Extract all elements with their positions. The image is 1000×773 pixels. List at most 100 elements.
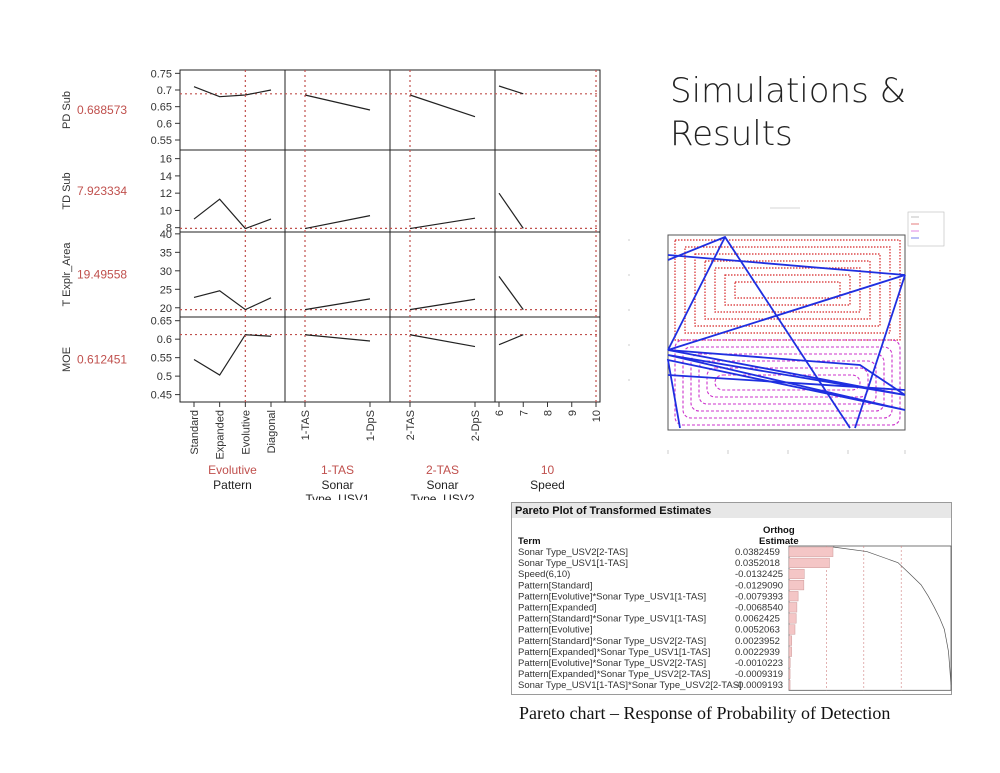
profiler-cell [179,69,286,151]
profiler-cell [284,316,391,403]
profile-trace [193,86,272,98]
x-tick-label: Diagonal [266,410,278,453]
x-tick-label: Standard [189,410,201,455]
response-label: T Explr_Area [61,242,73,307]
profile-trace [409,217,476,230]
pareto-estimate: 0.0023952 [735,636,780,647]
profiler-cell [389,149,496,233]
pareto-estimate: -0.0068540 [735,603,783,614]
factor-name: Pattern [213,478,252,492]
pareto-estimate: -0.0009319 [735,669,783,680]
pareto-bar [788,580,805,591]
pareto-cumulative-line [832,546,952,685]
pareto-border [511,502,952,695]
pareto-bar [788,668,791,679]
response-current-value: 7.923334 [77,184,127,198]
pareto-plot: Pareto Plot of Transformed Estimates Term… [511,502,952,695]
red-loop [704,260,871,320]
y-tick-label: 25 [160,284,172,296]
y-tick-label: 35 [160,247,172,259]
pareto-estimate: 0.0062425 [735,614,780,625]
y-tick-label: 20 [160,303,172,315]
factor-name: Sonar [426,478,458,492]
factor-name: Speed [530,478,565,492]
x-tick-label: 7 [518,410,530,416]
pareto-term: Pattern[Standard] [518,580,592,591]
profiler-cell [389,69,496,151]
profiler-cell [494,69,601,151]
response-current-value: 19.49558 [77,268,127,282]
y-tick-label: 0.6 [157,334,172,346]
pareto-term: Pattern[Evolutive]*Sonar Type_USV1[1-TAS… [518,591,706,602]
profile-trace [304,334,371,342]
magenta-loop [682,346,893,419]
profile-trace [304,298,371,311]
pareto-estimate: -0.0009193 [735,680,783,691]
pareto-estimate-header-line2: Estimate [759,536,799,547]
pareto-estimate: -0.0132425 [735,569,783,580]
response-label: TD Sub [61,172,73,209]
y-tick-label: 0.45 [151,390,172,402]
blue-path [854,274,906,429]
profile-trace [193,198,272,230]
pareto-bar [788,624,796,635]
x-tick-label: 6 [494,410,506,416]
magenta-search-pattern [674,339,901,426]
slide-title-line-1: Simulations & [670,71,907,111]
y-tick-label: 0.55 [151,353,172,365]
factor-name: Type_USV1 [305,492,369,500]
magenta-loop [674,339,901,426]
y-tick-label: 40 [160,229,172,241]
trajectory-plot-image [628,207,945,454]
x-tick-label: 8 [543,410,555,416]
blue-transit-paths [666,235,906,429]
pareto-term: Pattern[Expanded]*Sonar Type_USV1[1-TAS] [518,647,710,658]
magenta-loop [690,353,885,412]
y-tick-label: 10 [160,205,172,217]
profile-trace [498,334,524,346]
pareto-bar [788,602,798,613]
red-loop [724,274,851,306]
profiler-cell [494,316,601,403]
profiler-cell [284,69,391,151]
y-tick-label: 0.55 [151,135,172,147]
blue-path [666,254,906,429]
red-loop [734,281,841,299]
factor-name: Sonar [321,478,353,492]
factor-current-value: 1-TAS [321,463,354,477]
y-tick-label: 0.5 [157,371,172,383]
y-tick-label: 30 [160,266,172,278]
y-tick-label: 0.65 [151,316,172,328]
profile-trace [304,215,371,230]
factor-current-value: Evolutive [208,463,257,477]
pareto-term: Speed(6,10) [518,569,570,580]
pareto-term: Sonar Type_USV1[1-TAS] [518,558,628,569]
pareto-bar [788,568,805,580]
profile-trace [409,334,476,348]
pareto-term: Sonar Type_USV1[1-TAS]*Sonar Type_USV2[2… [518,680,742,691]
y-tick-label: 16 [160,154,172,166]
pareto-term: Pattern[Standard]*Sonar Type_USV2[2-TAS] [518,636,706,647]
pareto-estimate: 0.0382459 [735,547,780,558]
pareto-term-header: Term [518,536,541,547]
pareto-estimate: -0.0079393 [735,591,783,602]
pareto-estimate: 0.0052063 [735,625,780,636]
y-tick-label: 0.65 [151,102,172,114]
profiler-cell [179,316,286,403]
factor-current-value: 2-TAS [426,463,459,477]
y-tick-label: 14 [160,171,172,183]
response-label: MOE [61,347,73,372]
pareto-bar [788,646,792,657]
profile-trace [409,298,476,311]
pareto-estimate: -0.0010223 [735,658,783,669]
blue-path [667,349,906,396]
response-label: PD Sub [61,91,73,129]
pareto-term: Sonar Type_USV2[2-TAS] [518,547,628,558]
pareto-term: Pattern[Standard]*Sonar Type_USV1[1-TAS] [518,614,706,625]
trajectory-axis-marks [628,207,906,454]
y-tick-label: 12 [160,188,172,200]
profile-trace [409,94,476,118]
trajectory-legend [907,211,945,247]
y-tick-label: 0.6 [157,118,172,130]
pareto-estimate: 0.0352018 [735,558,780,569]
